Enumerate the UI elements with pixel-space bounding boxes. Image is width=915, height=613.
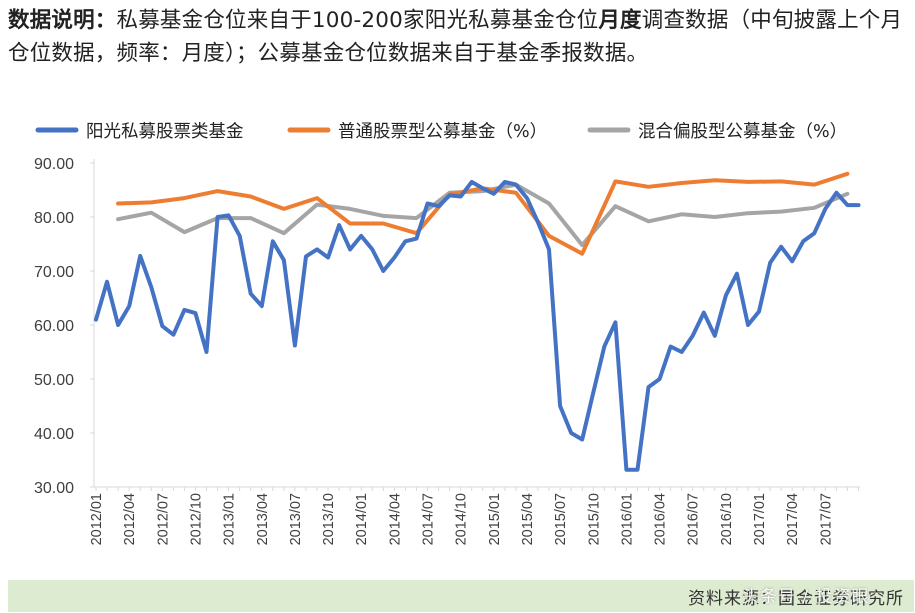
note-label: 数据说明： [8, 8, 117, 33]
y-tick-label: 30.00 [34, 480, 74, 497]
x-tick-label: 2014/07 [421, 493, 437, 545]
series-line-3 [116, 182, 850, 248]
x-tick-label: 2017/01 [752, 493, 768, 545]
watermark-text: 头条号 / 投资眼 [742, 587, 870, 607]
source-text: 资料来源：国金证券研究所 [688, 589, 904, 609]
data-description-note: 数据说明：私募基金仓位来自于100-200家阳光私募基金仓位月度调查数据（中旬披… [8, 4, 908, 70]
y-tick-label: 50.00 [34, 372, 74, 389]
y-tick-label: 80.00 [34, 210, 74, 227]
x-tick-label: 2015/04 [520, 493, 536, 545]
legend-label-2: 普通股票型公募基金（%） [338, 122, 547, 142]
x-tick-label: 2015/10 [586, 493, 602, 545]
x-tick-label: 2014/04 [387, 493, 403, 545]
x-tick-label: 2013/10 [321, 493, 337, 545]
x-tick-label: 2017/07 [818, 493, 834, 545]
y-tick-label: 90.00 [34, 156, 74, 173]
x-tick-label: 2014/01 [354, 493, 370, 545]
source-footer: 资料来源：国金证券研究所 [8, 580, 914, 612]
x-tick-label: 2013/07 [288, 493, 304, 545]
note-emphasis: 月度 [598, 8, 642, 33]
x-tick-label: 2012/04 [122, 493, 138, 545]
note-text-part2: 调查数据（中旬披露上个月仓位数据，频率：月度）；公募基金仓位数据来自于基金季报数… [8, 8, 903, 66]
x-tick-label: 2012/10 [188, 493, 204, 545]
x-tick-label: 2012/01 [89, 493, 105, 545]
legend-label-3: 混合偏股型公募基金（%） [638, 122, 847, 142]
position-line-chart: 阳光私募股票类基金 普通股票型公募基金（%） 混合偏股型公募基金（%） 90.00 80… [34, 122, 861, 545]
x-tick-label: 2016/01 [619, 493, 635, 545]
x-tick-label: 2014/10 [454, 493, 470, 545]
x-tick-label: 2016/04 [653, 493, 669, 545]
x-tick-label: 2012/07 [155, 493, 171, 545]
x-tick-label: 2016/07 [686, 493, 702, 545]
x-tick-label: 2013/01 [222, 493, 238, 545]
x-tick-label: 2016/10 [719, 493, 735, 545]
series-line-1 [94, 179, 861, 472]
legend-label-1: 阳光私募股票类基金 [86, 122, 244, 142]
note-text-part1: 私募基金仓位来自于100-200家阳光私募基金仓位 [116, 8, 599, 33]
y-tick-label: 60.00 [34, 318, 74, 335]
y-tick-label: 70.00 [34, 264, 74, 281]
x-tick-label: 2015/01 [487, 493, 503, 545]
x-tick-label: 2017/04 [785, 493, 801, 545]
x-tick-label: 2015/07 [553, 493, 569, 545]
x-tick-label: 2013/04 [255, 493, 271, 545]
y-tick-label: 40.00 [34, 426, 74, 443]
